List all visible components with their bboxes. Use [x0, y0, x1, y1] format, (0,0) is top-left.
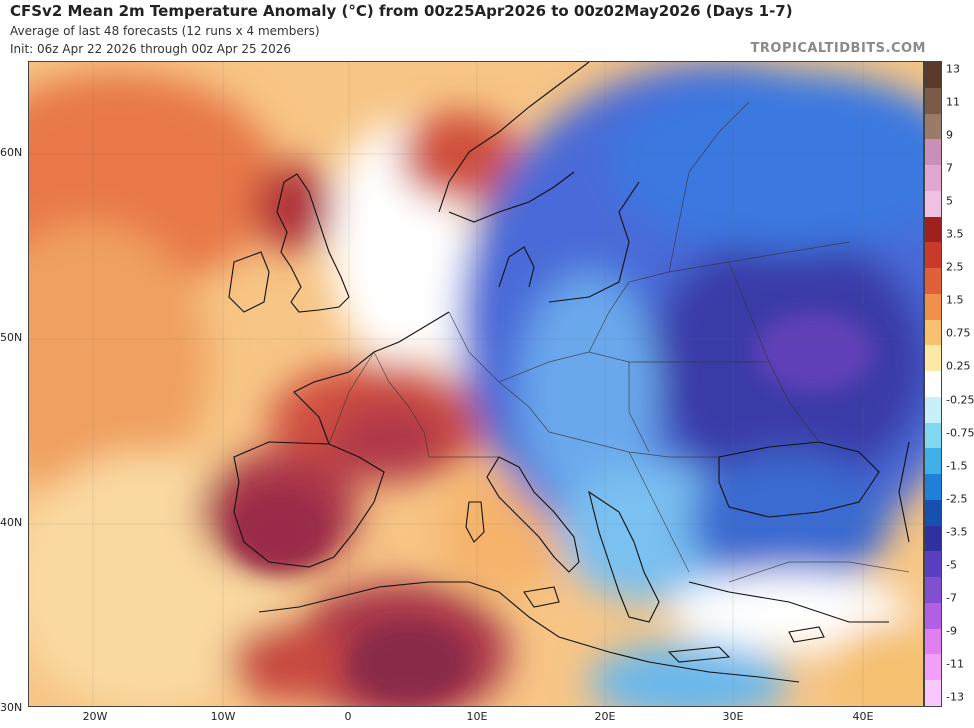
- colorbar-cell: [925, 525, 941, 552]
- lon-label-0: 0: [344, 710, 352, 723]
- chart-subtitle-average: Average of last 48 forecasts (12 runs x …: [10, 24, 320, 38]
- colorbar-cell: [925, 345, 941, 372]
- colorbar-tick-label: 5: [946, 194, 953, 208]
- lon-label-40e: 40E: [852, 710, 874, 723]
- colorbar-cell: [925, 577, 941, 604]
- colorbar-tick-label: -11: [946, 657, 964, 671]
- colorbar-tick-label: -3.5: [946, 525, 968, 539]
- colorbar-cell: [925, 551, 941, 578]
- colorbar-cell: [925, 242, 941, 269]
- colorbar-tick-label: -0.25: [946, 393, 974, 407]
- colorbar-tick-label: 9: [946, 128, 953, 142]
- colorbar-cell: [925, 474, 941, 501]
- colorbar-cell: [925, 62, 941, 89]
- colorbar-tick-label: -2.5: [946, 492, 968, 506]
- colorbar-tick-label: 3.5: [946, 227, 964, 241]
- colorbar-tick-label: -0.75: [946, 426, 974, 440]
- colorbar-cell: [925, 602, 941, 630]
- colorbar-cell: [925, 216, 941, 243]
- colorbar-tick-label: 7: [946, 161, 953, 175]
- coastlines: [228, 62, 910, 683]
- colorbar-tick-label: 0.25: [946, 359, 971, 373]
- graticule: [29, 62, 923, 706]
- colorbar-tick-label: 1.5: [946, 293, 964, 307]
- chart-title: CFSv2 Mean 2m Temperature Anomaly (°C) f…: [10, 2, 793, 20]
- colorbar-cell: [925, 139, 941, 166]
- colorbar-cell: [925, 680, 941, 707]
- lat-label-50n: 50N: [0, 331, 23, 344]
- colorbar-tick-label: 2.5: [946, 260, 964, 274]
- colorbar-tick-label: -7: [946, 591, 957, 605]
- lon-label-30e: 30E: [722, 710, 744, 723]
- lat-label-30n: 30N: [0, 701, 23, 714]
- colorbar-cell: [925, 422, 941, 449]
- chart-subtitle-init: Init: 06z Apr 22 2026 through 00z Apr 25…: [10, 42, 291, 56]
- colorbar-cell: [925, 319, 941, 346]
- anomaly-core-shading: [229, 312, 874, 702]
- colorbar-cell: [925, 396, 941, 424]
- colorbar-tick-label: -9: [946, 624, 957, 638]
- colorbar-cell: [925, 113, 941, 140]
- colorbar-cell: [925, 499, 941, 527]
- colorbar-cell: [925, 654, 941, 681]
- colorbar-tick-label: -5: [946, 558, 957, 572]
- lon-label-20e: 20E: [594, 710, 616, 723]
- source-credit: TROPICALTIDBITS.COM: [750, 41, 926, 56]
- country-borders: [328, 101, 910, 583]
- colorbar-cell: [925, 293, 941, 321]
- colorbar-cell: [925, 628, 941, 655]
- map-canvas: [29, 62, 923, 706]
- lat-label-40n: 40N: [0, 516, 23, 529]
- colorbar-cell: [925, 165, 941, 192]
- temperature-anomaly-map: [28, 61, 924, 707]
- colorbar-cell: [925, 448, 941, 475]
- colorbar-cell: [925, 87, 941, 114]
- colorbar-tick-label: -1.5: [946, 459, 968, 473]
- lon-label-20w: 20W: [82, 710, 108, 723]
- colorbar-tick-label: 13: [946, 62, 960, 76]
- colorbar-cell: [925, 268, 941, 295]
- colorbar-tick-label: 0.75: [946, 326, 971, 340]
- lon-label-10w: 10W: [210, 710, 236, 723]
- colorbar-cell: [925, 190, 941, 218]
- colorbar-tick-label: -13: [946, 690, 964, 704]
- colorbar-cell: [925, 371, 941, 398]
- colorbar: [924, 61, 942, 707]
- lon-label-10e: 10E: [466, 710, 488, 723]
- colorbar-tick-label: 11: [946, 95, 960, 109]
- lat-label-60n: 60N: [0, 146, 23, 159]
